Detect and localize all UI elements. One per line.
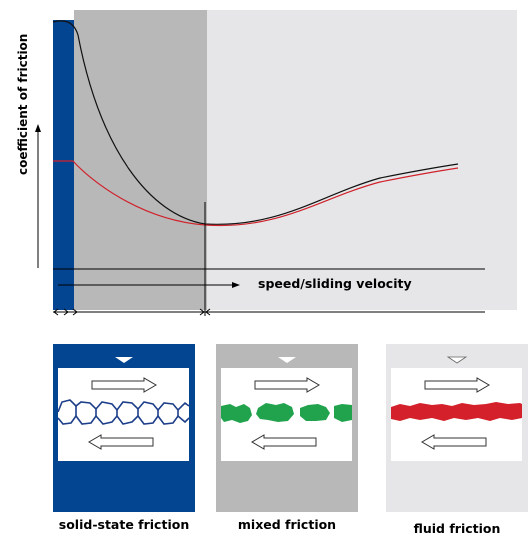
down-arrow-icon xyxy=(278,357,296,363)
down-arrow-icon xyxy=(115,357,133,363)
y-axis xyxy=(35,124,41,268)
x-axis-label: speed/sliding velocity xyxy=(258,276,412,291)
region-solid xyxy=(53,20,74,310)
asperities-contact-icon xyxy=(57,399,190,425)
right-arrow-icon xyxy=(424,377,490,393)
caption-mixed: mixed friction xyxy=(237,517,337,532)
panel-mixed xyxy=(216,344,358,512)
panel-fluid xyxy=(386,344,528,512)
left-arrow-icon xyxy=(421,434,487,450)
right-arrow-icon xyxy=(91,377,157,393)
mixed-lubricant-icon xyxy=(221,403,352,423)
panel-solid-state xyxy=(53,344,195,512)
fluid-lubricant-icon xyxy=(391,402,522,421)
down-arrow-icon xyxy=(446,356,468,364)
region-boundary-line xyxy=(53,308,485,316)
kinetic-friction-curve xyxy=(53,160,459,227)
right-arrow-icon xyxy=(254,377,320,393)
region-fluid xyxy=(207,10,517,310)
region-mixed xyxy=(74,10,207,310)
caption-fluid: fluid friction xyxy=(413,521,501,536)
left-arrow-icon xyxy=(88,434,154,450)
left-arrow-icon xyxy=(251,434,317,450)
y-axis-label: coefficient of friction xyxy=(16,33,30,175)
caption-solid-state: solid-state friction xyxy=(58,517,190,532)
